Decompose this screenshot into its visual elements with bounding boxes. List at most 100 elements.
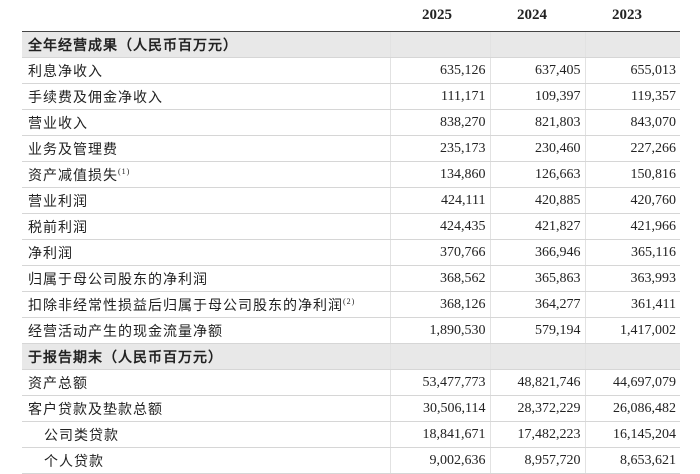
row-label: 归属于母公司股东的净利润 [22, 265, 390, 292]
label-text: 公司类贷款 [44, 428, 119, 444]
value-cell: 368,562 [389, 265, 490, 292]
footnote-mark: (1) [118, 166, 131, 176]
row-label: 营业利润 [22, 187, 390, 214]
value-cell: 365,116 [584, 239, 680, 266]
data-row: 经营活动产生的现金流量净额 1,890,530 579,194 1,417,002 [22, 317, 680, 344]
section-cell [584, 31, 680, 58]
value-cell: 48,821,746 [489, 369, 585, 396]
label-text: 资产减值损失 [28, 168, 118, 184]
value-cell: 227,266 [584, 135, 680, 162]
empty-header [22, 0, 390, 32]
value-cell: 368,126 [389, 291, 490, 318]
data-row: 公司类贷款 18,841,671 17,482,223 16,145,204 [22, 421, 680, 448]
value-cell: 30,506,114 [389, 395, 490, 422]
row-label: 扣除非经常性损益后归属于母公司股东的净利润(2) [22, 291, 390, 318]
value-cell: 366,946 [489, 239, 585, 266]
financial-table: 2025 2024 2023 全年经营成果（人民币百万元） 利息净收入 635,12… [22, 0, 680, 474]
footnote-mark: (2) [343, 296, 356, 306]
year-header: 2023 [585, 0, 680, 32]
value-cell: 637,405 [489, 57, 585, 84]
data-row: 营业利润 424,111 420,885 420,760 [22, 187, 680, 214]
label-text: 净利润 [28, 246, 73, 262]
row-label: 资产减值损失(1) [22, 161, 390, 188]
label-text: 税前利润 [28, 220, 88, 236]
label-text: 资产总额 [28, 376, 88, 392]
value-cell: 230,460 [489, 135, 585, 162]
label-text: 扣除非经常性损益后归属于母公司股东的净利润 [28, 298, 343, 314]
data-row: 资产总额 53,477,773 48,821,746 44,697,079 [22, 369, 680, 396]
value-cell: 17,482,223 [489, 421, 585, 448]
value-cell: 53,477,773 [389, 369, 490, 396]
row-label: 手续费及佣金净收入 [22, 83, 390, 110]
value-cell: 109,397 [489, 83, 585, 110]
value-cell: 421,827 [489, 213, 585, 240]
value-cell: 8,957,720 [489, 447, 585, 474]
value-cell: 361,411 [584, 291, 680, 318]
label-text: 经营活动产生的现金流量净额 [28, 324, 223, 340]
data-row: 净利润 370,766 366,946 365,116 [22, 239, 680, 266]
row-label: 业务及管理费 [22, 135, 390, 162]
data-row: 税前利润 424,435 421,827 421,966 [22, 213, 680, 240]
value-cell: 655,013 [584, 57, 680, 84]
data-row: 手续费及佣金净收入 111,171 109,397 119,357 [22, 83, 680, 110]
value-cell: 16,145,204 [584, 421, 680, 448]
data-row: 个人贷款 9,002,636 8,957,720 8,653,621 [22, 447, 680, 474]
value-cell: 18,841,671 [389, 421, 490, 448]
row-label: 资产总额 [22, 369, 390, 396]
data-row: 利息净收入 635,126 637,405 655,013 [22, 57, 680, 84]
value-cell: 150,816 [584, 161, 680, 188]
value-cell: 635,126 [389, 57, 490, 84]
label-text: 业务及管理费 [28, 142, 118, 158]
section-cell [489, 31, 585, 58]
row-label: 净利润 [22, 239, 390, 266]
row-label: 利息净收入 [22, 57, 390, 84]
row-label: 公司类贷款 [22, 421, 390, 448]
value-cell: 26,086,482 [584, 395, 680, 422]
value-cell: 9,002,636 [389, 447, 490, 474]
data-row: 资产减值损失(1) 134,860 126,663 150,816 [22, 161, 680, 188]
value-cell: 821,803 [489, 109, 585, 136]
section-row: 于报告期末（人民币百万元） [22, 343, 680, 370]
value-cell: 1,417,002 [584, 317, 680, 344]
value-cell: 363,993 [584, 265, 680, 292]
year-header: 2025 [390, 0, 490, 32]
page: 2025 2024 2023 全年经营成果（人民币百万元） 利息净收入 635,12… [22, 0, 680, 474]
data-row: 业务及管理费 235,173 230,460 227,266 [22, 135, 680, 162]
section-row: 全年经营成果（人民币百万元） [22, 31, 680, 58]
value-cell: 1,890,530 [389, 317, 490, 344]
section-cell [389, 343, 490, 370]
value-cell: 44,697,079 [584, 369, 680, 396]
row-label: 经营活动产生的现金流量净额 [22, 317, 390, 344]
section-title: 于报告期末（人民币百万元） [22, 343, 390, 370]
section-cell [389, 31, 490, 58]
value-cell: 579,194 [489, 317, 585, 344]
value-cell: 365,863 [489, 265, 585, 292]
value-cell: 838,270 [389, 109, 490, 136]
value-cell: 134,860 [389, 161, 490, 188]
value-cell: 424,435 [389, 213, 490, 240]
label-text: 营业收入 [28, 116, 88, 132]
row-label: 个人贷款 [22, 447, 390, 474]
data-row: 营业收入 838,270 821,803 843,070 [22, 109, 680, 136]
label-text: 利息净收入 [28, 64, 103, 80]
table-body: 全年经营成果（人民币百万元） 利息净收入 635,126 637,405 655,013… [22, 31, 680, 474]
header-row: 2025 2024 2023 [22, 0, 680, 32]
value-cell: 424,111 [389, 187, 490, 214]
year-header: 2024 [490, 0, 585, 32]
value-cell: 111,171 [389, 83, 490, 110]
value-cell: 28,372,229 [489, 395, 585, 422]
data-row: 归属于母公司股东的净利润 368,562 365,863 363,993 [22, 265, 680, 292]
value-cell: 420,885 [489, 187, 585, 214]
data-row: 扣除非经常性损益后归属于母公司股东的净利润(2) 368,126 364,277 36… [22, 291, 680, 318]
value-cell: 8,653,621 [584, 447, 680, 474]
value-cell: 235,173 [389, 135, 490, 162]
label-text: 手续费及佣金净收入 [28, 90, 163, 106]
value-cell: 370,766 [389, 239, 490, 266]
section-cell [584, 343, 680, 370]
value-cell: 421,966 [584, 213, 680, 240]
value-cell: 126,663 [489, 161, 585, 188]
section-cell [489, 343, 585, 370]
label-text: 归属于母公司股东的净利润 [28, 272, 208, 288]
value-cell: 119,357 [584, 83, 680, 110]
value-cell: 420,760 [584, 187, 680, 214]
